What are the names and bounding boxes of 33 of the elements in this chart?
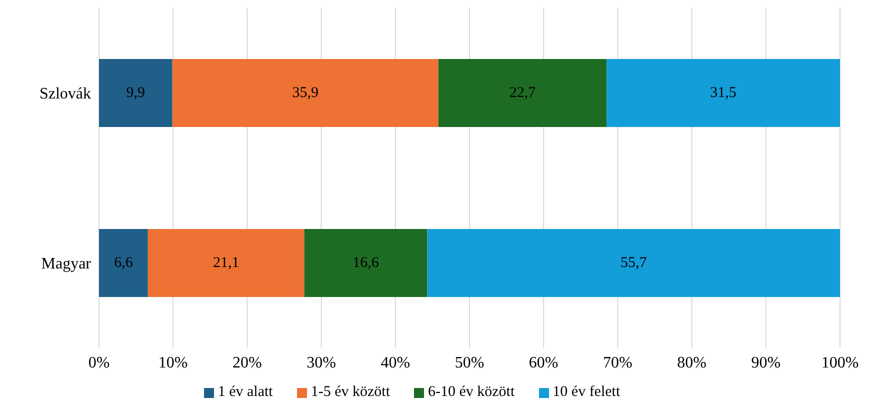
data-label: 21,1	[212, 255, 240, 271]
x-tick-label: 30%	[306, 354, 336, 372]
data-label: 6,6	[114, 255, 134, 271]
bar	[427, 229, 840, 297]
x-tick-label: 40%	[380, 354, 410, 372]
y-tick-label: Magyar	[41, 256, 92, 273]
x-tick-label: 70%	[603, 354, 632, 372]
x-tick-label: 90%	[751, 354, 781, 372]
legend-label: 1 év alatt	[218, 384, 273, 400]
bar	[99, 59, 172, 127]
bar	[304, 229, 428, 297]
x-tick-label: 100%	[821, 354, 859, 372]
bar	[99, 229, 148, 297]
x-tick-label: 50%	[454, 354, 484, 372]
data-label: 35,9	[292, 85, 318, 101]
data-label: 9,9	[126, 85, 146, 101]
legend-label: 10 év felett	[552, 384, 620, 400]
legend-label: 6-10 év között	[428, 384, 515, 400]
x-tick-label: 10%	[158, 354, 188, 372]
bar	[606, 59, 840, 127]
legend-label: 1-5 év között	[310, 384, 390, 400]
data-label: 22,7	[509, 85, 536, 101]
data-label: 16,6	[352, 255, 380, 271]
data-label: 31,5	[710, 85, 736, 101]
bar	[438, 59, 607, 127]
y-tick-label: Szlovák	[39, 86, 91, 103]
bar	[172, 59, 438, 127]
bar	[148, 229, 304, 297]
x-tick-label: 20%	[232, 354, 262, 372]
x-tick-label: 0%	[88, 354, 110, 372]
data-label: 55,7	[620, 255, 648, 271]
x-tick-label: 80%	[677, 354, 706, 372]
x-tick-label: 60%	[528, 354, 558, 372]
